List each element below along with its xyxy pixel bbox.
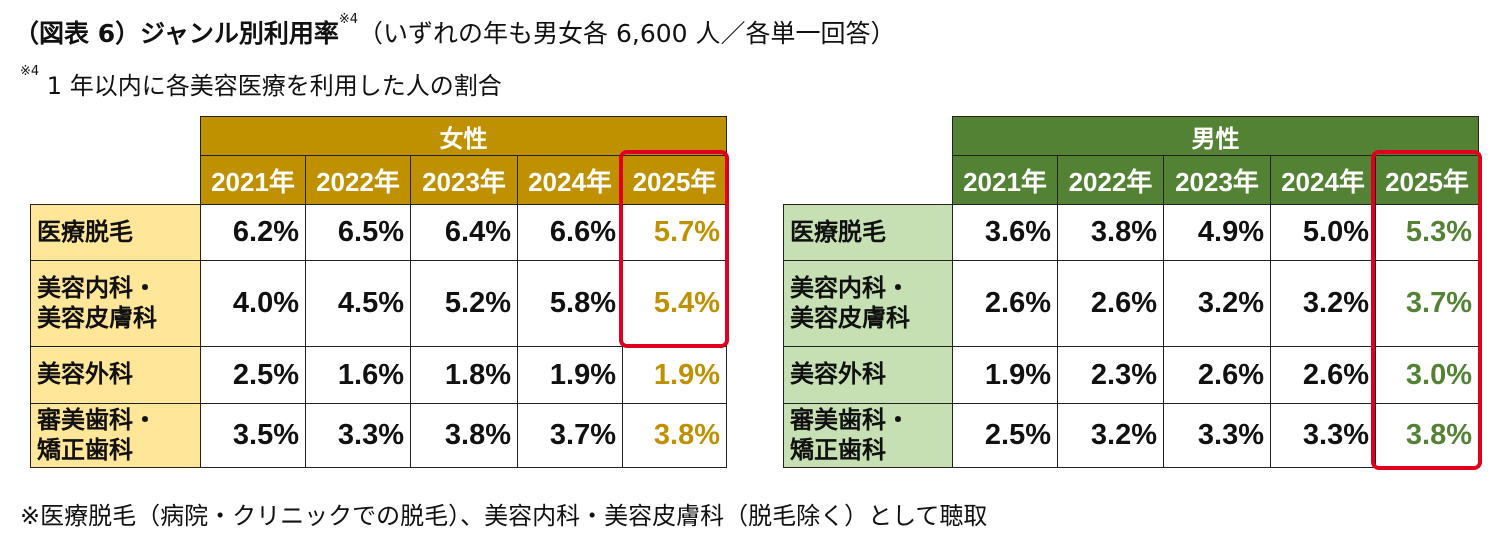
women-table: 女性 2021年 2022年 2023年 2024年 2025年 医療脱毛 6.2% 6.5% 6… bbox=[30, 116, 727, 468]
value-cell: 4.5% bbox=[305, 260, 411, 347]
year-header: 2022年 bbox=[1057, 155, 1164, 205]
value-cell: 3.8% bbox=[410, 403, 518, 468]
value-cell: 6.6% bbox=[517, 204, 623, 261]
value-cell: 1.9% bbox=[622, 346, 727, 404]
category-label: 美容外科 bbox=[783, 346, 953, 404]
value-cell: 5.0% bbox=[1270, 204, 1376, 261]
value-cell: 3.7% bbox=[517, 403, 623, 468]
value-cell: 5.8% bbox=[517, 260, 623, 347]
value-cell: 3.2% bbox=[1163, 260, 1271, 347]
value-cell: 5.3% bbox=[1375, 204, 1479, 261]
value-cell: 3.3% bbox=[305, 403, 411, 468]
highlight-box-women-2025 bbox=[619, 150, 729, 348]
men-table: 男性 2021年 2022年 2023年 2024年 2025年 医療脱毛 3.6% 3.8% 4… bbox=[783, 116, 1479, 468]
value-cell: 3.3% bbox=[1270, 403, 1376, 468]
category-label: 医療脱毛 bbox=[30, 204, 201, 261]
value-cell: 1.9% bbox=[952, 346, 1058, 404]
bottom-footnote: ※医療脱毛（病院・クリニックでの脱毛）、美容内科・美容皮膚科（脱毛除く）として聴… bbox=[20, 502, 988, 530]
table-row: 医療脱毛 3.6% 3.8% 4.9% 5.0% 5.3% bbox=[783, 204, 1479, 261]
value-cell: 3.0% bbox=[1375, 346, 1479, 404]
year-header: 2023年 bbox=[410, 155, 518, 205]
category-label: 美容内科・ 美容皮膚科 bbox=[30, 260, 201, 347]
year-header: 2025年 bbox=[622, 155, 727, 205]
value-cell: 4.9% bbox=[1163, 204, 1271, 261]
table-row: 美容内科・ 美容皮膚科 2.6% 2.6% 3.2% 3.2% 3.7% bbox=[783, 260, 1479, 347]
value-cell: 6.2% bbox=[200, 204, 306, 261]
title-subtitle: （いずれの年も男女各 6,600 人／各単一回答） bbox=[358, 19, 896, 48]
table-row: 審美歯科・ 矯正歯科 2.5% 3.2% 3.3% 3.3% 3.8% bbox=[783, 403, 1479, 468]
value-cell: 5.2% bbox=[410, 260, 518, 347]
blank-corner bbox=[31, 156, 201, 205]
value-cell: 2.6% bbox=[1057, 260, 1164, 347]
year-header: 2022年 bbox=[305, 155, 411, 205]
footnote-4: ※4 1 年以内に各美容医療を利用した人の割合 bbox=[20, 64, 502, 101]
category-label: 美容内科・ 美容皮膚科 bbox=[783, 260, 953, 347]
value-cell: 2.5% bbox=[200, 346, 306, 404]
category-label: 審美歯科・ 矯正歯科 bbox=[30, 403, 201, 468]
category-label: 審美歯科・ 矯正歯科 bbox=[783, 403, 953, 468]
year-header: 2021年 bbox=[952, 155, 1058, 205]
value-cell: 2.6% bbox=[1270, 346, 1376, 404]
value-cell: 1.8% bbox=[410, 346, 518, 404]
value-cell: 3.5% bbox=[200, 403, 306, 468]
value-cell: 2.5% bbox=[952, 403, 1058, 468]
table-row: 美容外科 1.9% 2.3% 2.6% 2.6% 3.0% bbox=[783, 346, 1479, 404]
value-cell: 3.8% bbox=[622, 403, 727, 468]
value-cell: 2.3% bbox=[1057, 346, 1164, 404]
category-label: 美容外科 bbox=[30, 346, 201, 404]
value-cell: 1.9% bbox=[517, 346, 623, 404]
table-row: 美容外科 2.5% 1.6% 1.8% 1.9% 1.9% bbox=[30, 346, 727, 404]
value-cell: 2.6% bbox=[1163, 346, 1271, 404]
value-cell: 3.2% bbox=[1057, 403, 1164, 468]
blank-corner bbox=[784, 156, 953, 205]
title-main: （図表 6）ジャンル別利用率 bbox=[14, 19, 339, 48]
category-label: 医療脱毛 bbox=[783, 204, 953, 261]
table-row: 審美歯科・ 矯正歯科 3.5% 3.3% 3.8% 3.7% 3.8% bbox=[30, 403, 727, 468]
value-cell: 3.7% bbox=[1375, 260, 1479, 347]
value-cell: 4.0% bbox=[200, 260, 306, 347]
value-cell: 3.2% bbox=[1270, 260, 1376, 347]
year-header: 2021年 bbox=[200, 155, 306, 205]
note-text: 1 年以内に各美容医療を利用した人の割合 bbox=[39, 72, 502, 100]
value-cell: 3.3% bbox=[1163, 403, 1271, 468]
value-cell: 2.6% bbox=[952, 260, 1058, 347]
note-mark: ※4 bbox=[20, 64, 40, 79]
title-footnote-mark: ※4 bbox=[338, 12, 359, 27]
table-row: 医療脱毛 6.2% 6.5% 6.4% 6.6% 5.7% bbox=[30, 204, 727, 261]
value-cell: 3.6% bbox=[952, 204, 1058, 261]
value-cell: 3.8% bbox=[1375, 403, 1479, 468]
highlight-box-men-2025 bbox=[1371, 150, 1482, 470]
year-header: 2024年 bbox=[517, 155, 623, 205]
value-cell: 3.8% bbox=[1057, 204, 1164, 261]
value-cell: 1.6% bbox=[305, 346, 411, 404]
year-header: 2024年 bbox=[1270, 155, 1376, 205]
year-header: 2023年 bbox=[1163, 155, 1271, 205]
value-cell: 6.4% bbox=[410, 204, 518, 261]
blank-corner bbox=[784, 117, 953, 156]
blank-corner bbox=[31, 117, 201, 156]
figure-title: （図表 6）ジャンル別利用率※4（いずれの年も男女各 6,600 人／各単一回答… bbox=[14, 12, 896, 50]
value-cell: 6.5% bbox=[305, 204, 411, 261]
women-group-header: 女性 bbox=[200, 116, 727, 156]
value-cell: 5.7% bbox=[622, 204, 727, 261]
